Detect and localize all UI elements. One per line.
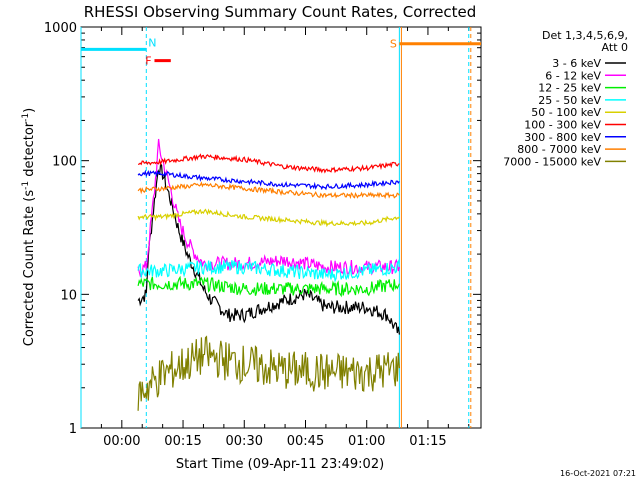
series-line (137, 275, 400, 298)
marker-label: N (148, 36, 156, 49)
marker-label: F (145, 55, 151, 68)
series-line (137, 259, 400, 283)
legend-entry-label: 3 - 6 keV (552, 57, 601, 70)
series-line (137, 335, 400, 411)
legend-entry-label: 800 - 7000 keV (517, 143, 601, 156)
legend-entry-label: 100 - 300 keV (524, 119, 601, 132)
y-tick-label: 1 (69, 422, 77, 437)
series-line (137, 181, 400, 200)
x-tick-label: 01:15 (409, 434, 446, 449)
legend-entry-label: 12 - 25 keV (538, 82, 601, 95)
series-line (137, 169, 400, 191)
series-line (137, 208, 400, 228)
y-axis-label-sup1: -1 (21, 181, 31, 190)
legend-entry-label: 50 - 100 keV (531, 106, 601, 119)
series-line (137, 162, 400, 335)
y-axis-label-end: ) (22, 108, 37, 113)
legend-header-line1: Det 1,3,4,5,6,9, (542, 29, 628, 42)
marker-label: S (390, 38, 397, 51)
x-tick-label: 00:15 (164, 434, 201, 449)
series-line (137, 153, 400, 174)
x-tick-label: 00:00 (103, 434, 140, 449)
y-axis-label-sup2: -1 (21, 113, 31, 122)
y-axis-label-mid: detector (22, 121, 37, 181)
x-axis-label: Start Time (09-Apr-11 23:49:02) (176, 457, 384, 472)
footer-date: 16-Oct-2021 07:21 (560, 469, 636, 478)
plot-area: 1 10 100 1000 00:00 00:15 00:30 00:45 01:00 01:15… (44, 21, 482, 449)
y-axis-label-main: Corrected Count Rate (s (22, 190, 37, 347)
chart-title: RHESSI Observing Summary Count Rates, Co… (84, 3, 477, 21)
y-tick-label: 1000 (44, 21, 77, 36)
y-axis-label: Corrected Count Rate (s-1 detector-1) (21, 108, 37, 346)
x-tick-label: 01:00 (348, 434, 385, 449)
x-tick-label: 00:45 (287, 434, 324, 449)
y-tick-label: 10 (60, 288, 77, 303)
x-tick-label: 00:30 (226, 434, 263, 449)
legend-entry-label: 7000 - 15000 keV (503, 155, 601, 168)
legend-entry-label: 300 - 800 keV (524, 131, 601, 144)
legend-entry-label: 6 - 12 keV (545, 69, 601, 82)
plot-frame (80, 26, 482, 429)
legend-header-line2: Att 0 (602, 41, 628, 54)
legend-entry-label: 25 - 50 keV (538, 94, 601, 107)
y-tick-label: 100 (52, 155, 77, 170)
series-line (137, 138, 400, 278)
